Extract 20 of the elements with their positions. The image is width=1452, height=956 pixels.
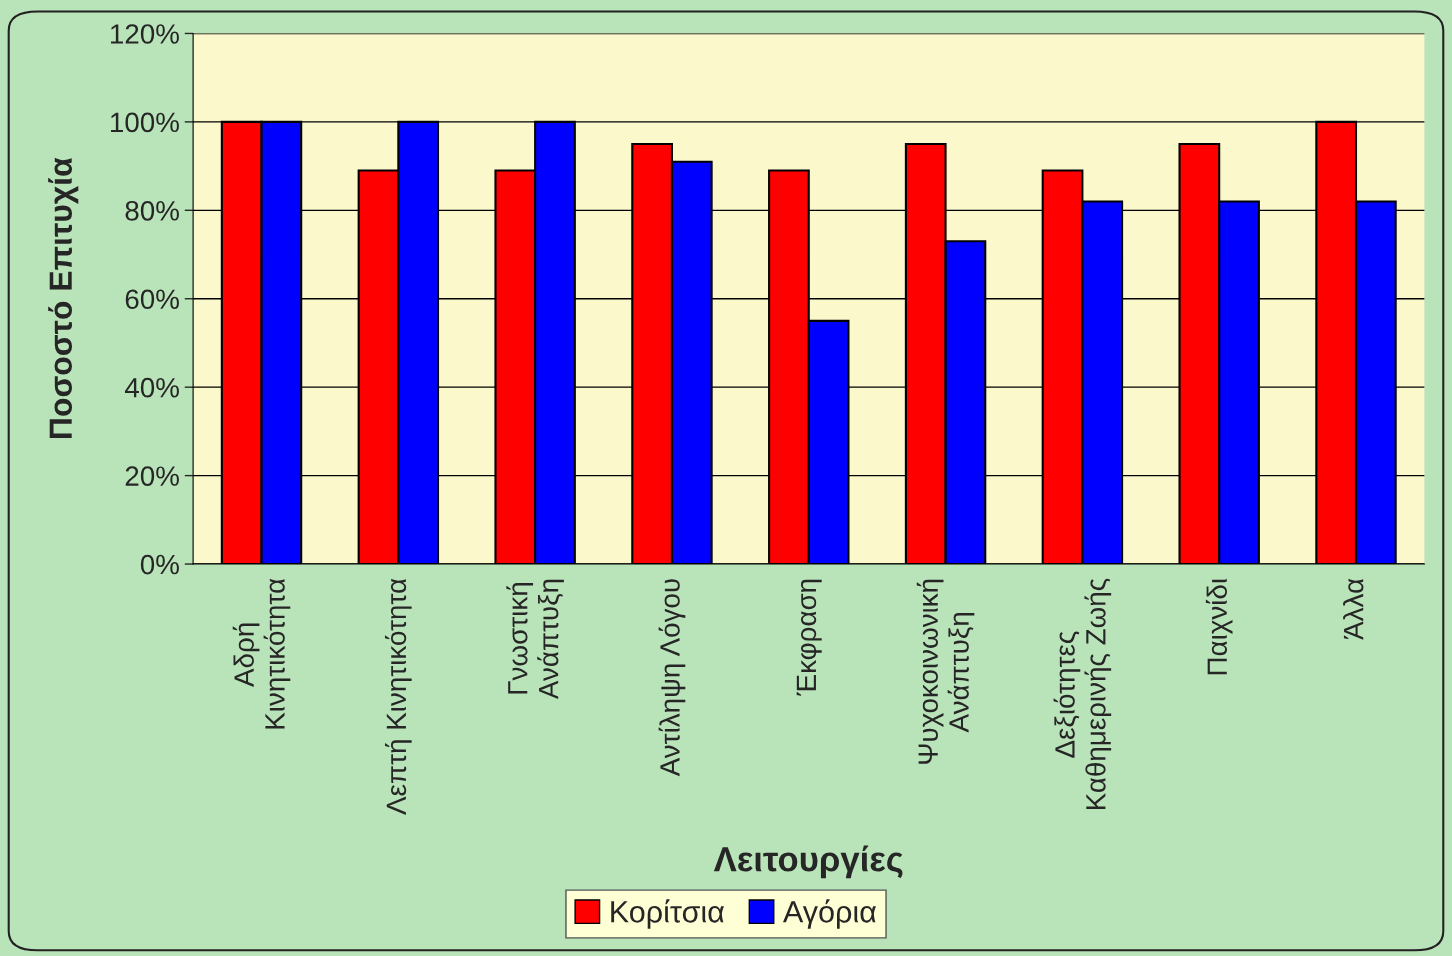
x-tick-label: Αδρή Κινητικότητα [232,578,291,729]
x-axis-title: Λειτουργίες [713,845,903,879]
x-tick-label: Γνωστική Ανάπτυξη [506,579,564,700]
y-tick-label: 100% [111,112,179,133]
x-tick-label: Αντίληψη Λόγου [658,579,686,777]
y-tick-label: 0% [140,554,179,575]
y-tick-label: 20% [125,466,179,486]
legend-label: Κορίτσια [611,899,724,929]
x-tick-label: Δεξιότητες Καθημερινής Ζωής [1053,578,1112,810]
x-tick-label: Παιχνίδι [1205,578,1233,675]
x-tick-label: Λεπτή Κινητικότητα [384,578,412,815]
x-tick-label: Έκφραση [796,579,822,696]
y-tick-label: 60% [125,289,179,310]
y-tick-label: 120% [111,24,179,44]
y-tick-label: 80% [125,200,179,221]
y-tick-label: 40% [124,377,179,398]
y-axis-title: Ποσοστό Επιτυχία [48,157,79,439]
legend-label: Αγόρια [782,899,876,929]
x-tick-label: Ψυχοκοινωνική Ανάπτυξη [916,579,975,764]
x-tick-label: Άλλα [1343,578,1364,640]
